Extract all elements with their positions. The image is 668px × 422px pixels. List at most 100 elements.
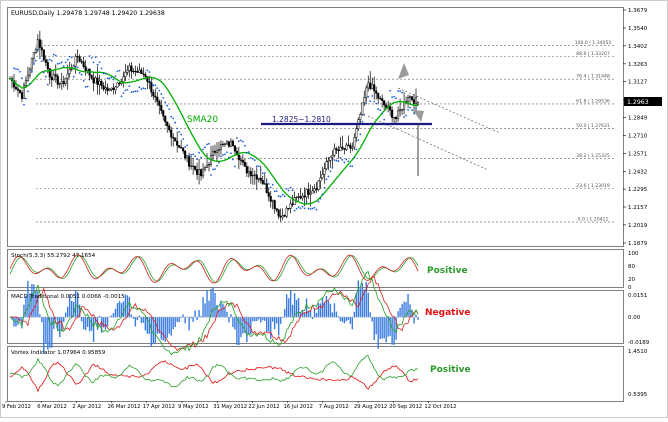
sar-dot	[230, 152, 232, 155]
sar-dot	[327, 175, 330, 178]
sar-dot	[409, 106, 411, 109]
fib-level-label: 88.6 | 1.33207	[576, 51, 610, 57]
sar-dot	[88, 55, 91, 57]
macd-histogram-bar	[74, 290, 77, 318]
sar-dot	[74, 65, 77, 68]
macd-histogram-bar	[349, 317, 352, 324]
sar-dot	[297, 206, 300, 209]
macd-histogram-bar	[377, 317, 379, 349]
macd-histogram-bar	[248, 317, 250, 335]
macd-histogram-bar	[415, 314, 417, 318]
macd-histogram-bar	[315, 312, 318, 318]
candle-body	[130, 65, 133, 72]
stoch-title: Stoch(5,3,3) 55.2792 47.1654	[11, 253, 96, 259]
macd-histogram-bar	[49, 317, 51, 348]
candlesticks	[8, 30, 420, 222]
candle-body	[126, 70, 129, 73]
macd-histogram-bar	[202, 297, 204, 318]
sar-dot	[60, 61, 63, 64]
sar-dot	[188, 155, 191, 157]
sar-dot	[351, 165, 354, 168]
macd-histogram-bar	[369, 312, 371, 318]
macd-histogram-bar	[397, 311, 399, 318]
macd-histogram-bar	[23, 304, 25, 318]
sar-dot	[251, 157, 254, 160]
sar-dot	[166, 104, 169, 107]
macd-histogram-bar	[160, 317, 162, 340]
sar-dot	[72, 75, 75, 78]
sar-dot	[303, 207, 306, 210]
macd-histogram-bar	[317, 303, 320, 318]
candle-body	[170, 129, 173, 138]
macd-histogram-bar	[182, 314, 184, 318]
time-tick-label: 9 Feb 2012	[2, 404, 31, 410]
macd-histogram-bar	[274, 317, 276, 330]
candle-body	[371, 84, 374, 89]
macd-histogram-bar	[272, 317, 274, 322]
sar-dot	[212, 168, 214, 171]
macd-histogram-bar	[285, 294, 288, 318]
candle-body	[393, 117, 396, 119]
macd-histogram-bar	[61, 317, 63, 332]
price-tick-label: 1.3679	[628, 8, 648, 14]
candle-body	[401, 109, 404, 111]
macd-histogram-bar	[385, 317, 387, 343]
sar-dot	[373, 100, 376, 103]
sar-dot	[379, 109, 382, 112]
candle-body	[321, 173, 324, 179]
macd-histogram-bar	[413, 317, 415, 324]
trendline-upper	[397, 87, 501, 134]
time-tick-label: 12 Oct 2012	[424, 404, 456, 410]
macd-histogram-bar	[297, 298, 300, 318]
price-tick-label: 1.2432	[628, 169, 647, 175]
sar-dot	[206, 143, 208, 146]
macd-histogram-bar	[305, 298, 308, 318]
macd-histogram-bar	[357, 280, 359, 318]
candle-body	[229, 140, 232, 147]
sar-dot	[253, 159, 256, 162]
sar-dot	[255, 165, 258, 168]
parabolic-sar-dots	[13, 49, 419, 212]
candle-body	[124, 72, 127, 77]
candle-body	[50, 76, 53, 81]
candle-body	[132, 70, 135, 73]
macd-histogram-and-lines	[9, 270, 419, 356]
candle-body	[329, 156, 332, 161]
candle-body	[317, 180, 320, 190]
macd-histogram-bar	[19, 317, 21, 321]
sar-dot	[114, 75, 117, 78]
sar-dot	[214, 168, 216, 171]
macd-histogram-bar	[256, 317, 258, 322]
candle-body	[359, 114, 362, 120]
candle-body	[267, 192, 270, 197]
candle-body	[273, 200, 276, 209]
macd-histogram-bar	[230, 314, 232, 318]
candle-body	[84, 66, 87, 72]
sar-dot	[68, 55, 71, 58]
sar-dot	[359, 133, 362, 136]
price-tick-label: 1.3402	[628, 44, 647, 50]
sar-dot	[210, 174, 212, 176]
sar-dot	[333, 159, 336, 161]
candle-body	[363, 97, 366, 104]
sar-dot	[184, 146, 187, 148]
vortex-plus-line	[9, 355, 419, 388]
price-tick-label: 1.2710	[628, 133, 648, 139]
sar-dot	[237, 140, 240, 143]
candle-body	[341, 146, 344, 149]
sar-dot	[56, 62, 59, 65]
candle-body	[154, 95, 157, 98]
candle-body	[128, 65, 131, 71]
sar-dot	[80, 73, 83, 76]
current-price-badge	[624, 97, 662, 106]
sar-dot	[102, 72, 105, 75]
candle-body	[24, 80, 27, 86]
macd-histogram-bar	[21, 317, 23, 329]
candle-body	[80, 61, 83, 63]
sar-dot	[222, 154, 224, 156]
sar-dot	[62, 65, 65, 68]
candle-body	[285, 207, 288, 217]
sar-dot	[371, 95, 374, 97]
candle-body	[203, 167, 207, 170]
candle-body	[233, 145, 236, 152]
